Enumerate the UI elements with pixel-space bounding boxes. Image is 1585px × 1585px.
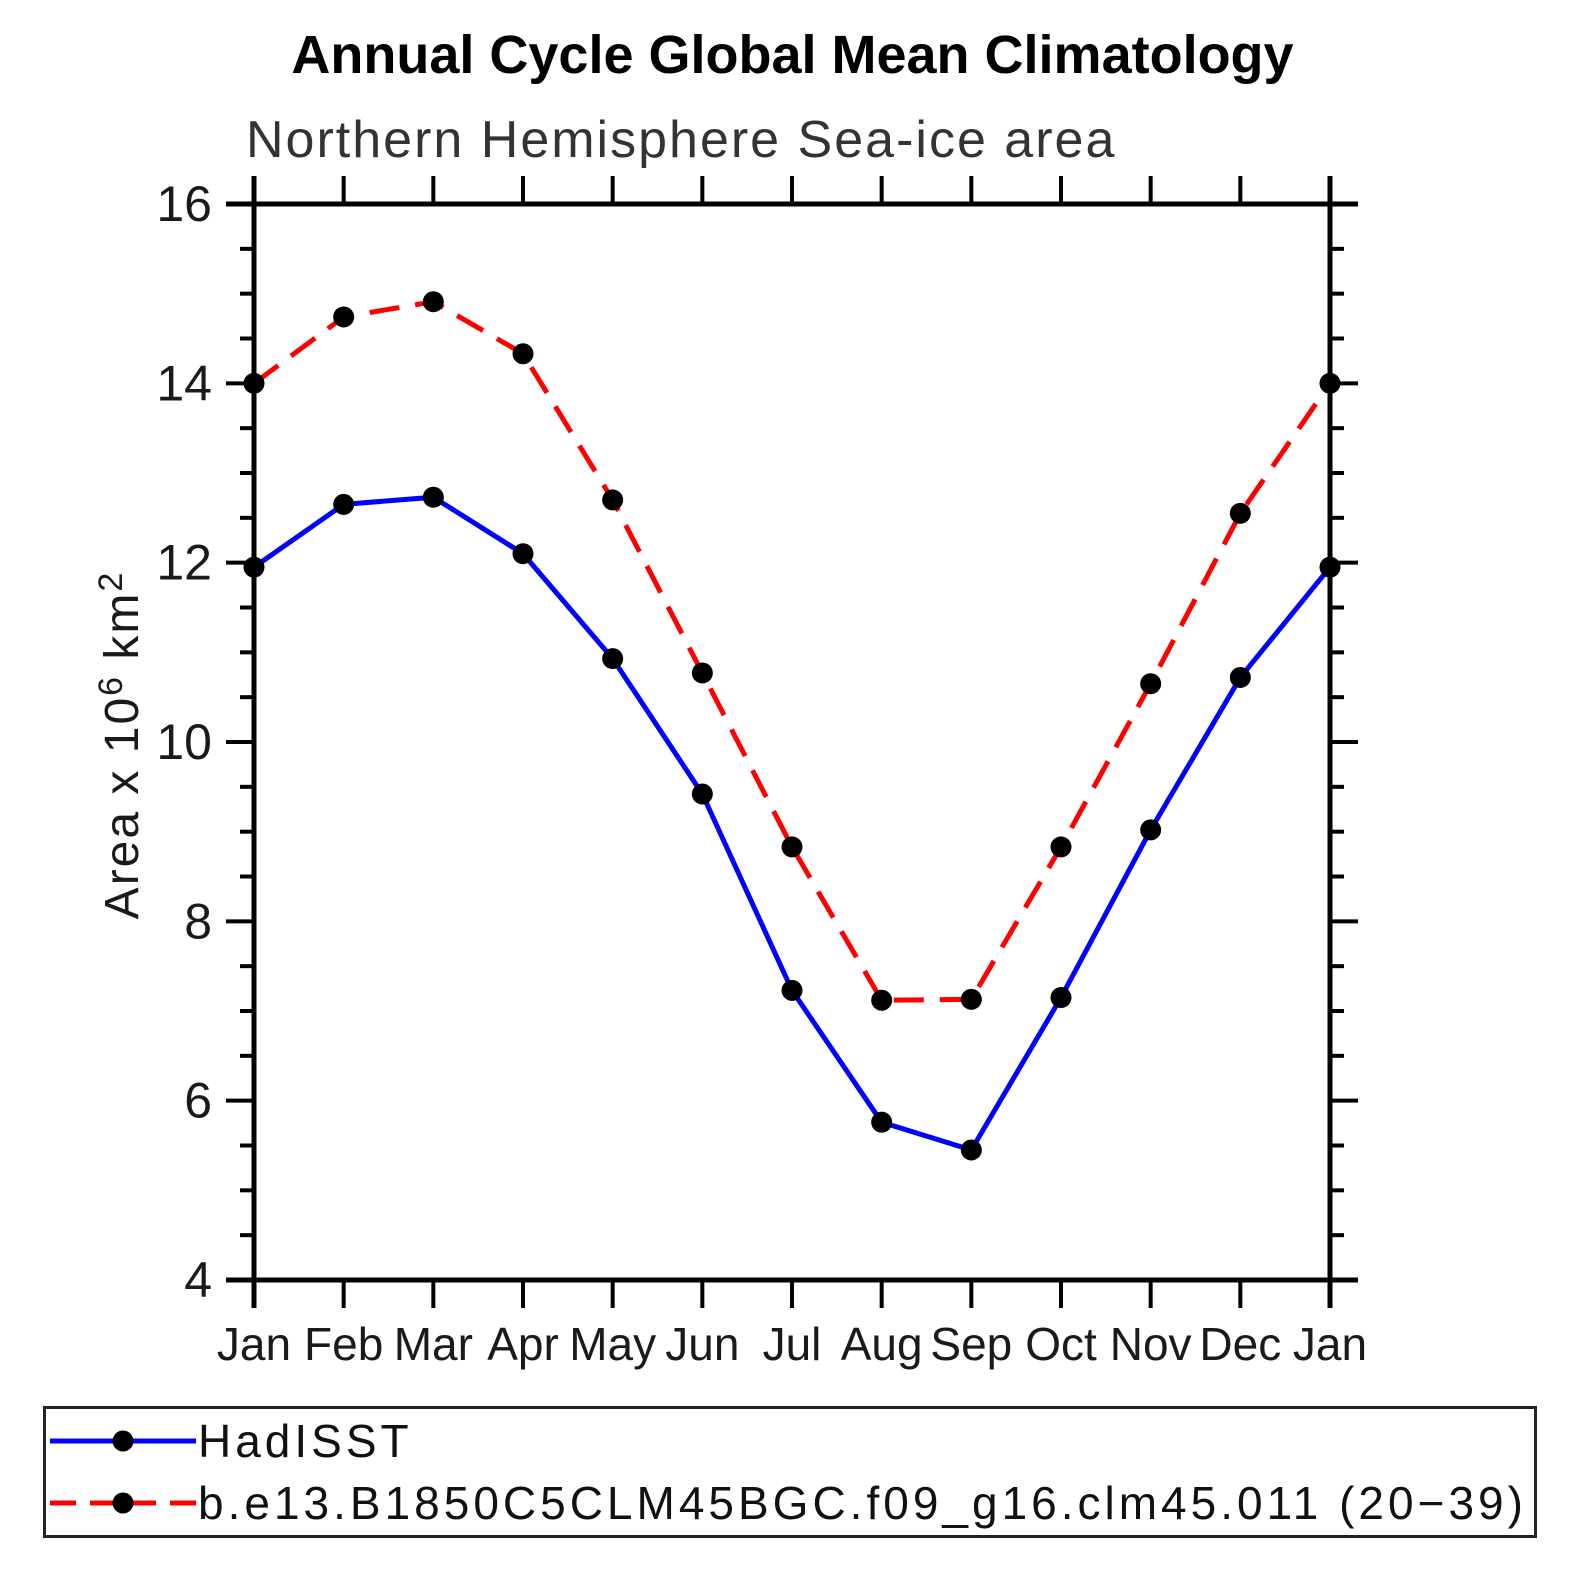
x-tick-label: Feb <box>304 1318 383 1370</box>
data-point-marker-0 <box>781 979 803 1001</box>
x-tick-label: Apr <box>487 1318 559 1370</box>
y-tick-label: 8 <box>184 893 212 949</box>
data-point-marker-1 <box>243 372 265 394</box>
chart-subtitle: Northern Hemisphere Sea-ice area <box>246 111 1117 169</box>
legend-line-sample-solid <box>50 1430 196 1452</box>
data-point-marker-0 <box>1140 819 1162 841</box>
data-point-marker-0 <box>1319 556 1341 578</box>
data-point-marker-1 <box>1229 502 1251 524</box>
data-point-marker-0 <box>691 783 713 805</box>
data-point-marker-0 <box>602 648 624 670</box>
series-line-0 <box>252 494 1332 1153</box>
data-point-marker-1 <box>781 836 803 858</box>
x-tick-label: Jul <box>763 1318 822 1370</box>
y-tick-label: 14 <box>156 355 212 411</box>
x-tick-label: Aug <box>841 1318 923 1370</box>
data-point-marker-0 <box>960 1139 982 1161</box>
x-tick-label: Jan <box>217 1318 291 1370</box>
data-point-marker-0 <box>512 543 534 565</box>
data-point-marker-1 <box>512 343 534 365</box>
y-axis-title: Area x 106 km2 <box>92 571 149 920</box>
x-tick-label: Nov <box>1110 1318 1192 1370</box>
legend-label-hadisst: HadISST <box>198 1415 413 1467</box>
x-tick-label: Dec <box>1199 1318 1281 1370</box>
data-point-marker-1 <box>691 662 713 684</box>
legend-box: HadISST b.e13.B1850C5CLM45BGC.f09_g16.cl… <box>43 1406 1537 1538</box>
x-tick-label: Sep <box>930 1318 1012 1370</box>
x-tick-label: Mar <box>394 1318 473 1370</box>
x-tick-label: Oct <box>1025 1318 1097 1370</box>
data-point-marker-0 <box>1050 987 1072 1009</box>
data-point-marker-0 <box>422 486 444 508</box>
page-title: Annual Cycle Global Mean Climatology <box>291 25 1294 85</box>
legend-marker-0 <box>112 1430 134 1452</box>
x-tick-label: May <box>569 1318 656 1370</box>
data-point-marker-0 <box>243 556 265 578</box>
legend-label-model: b.e13.B1850C5CLM45BGC.f09_g16.clm45.011 … <box>198 1477 1527 1529</box>
data-point-marker-0 <box>333 493 355 515</box>
series-line-1 <box>252 299 1333 1003</box>
y-tick-label: 12 <box>156 535 212 591</box>
data-point-marker-1 <box>1319 372 1341 394</box>
y-tick-label: 4 <box>184 1252 212 1308</box>
y-tick-label: 10 <box>156 714 212 770</box>
legend-entry-hadisst: HadISST <box>48 1415 413 1467</box>
x-tick-label: Jun <box>665 1318 739 1370</box>
data-point-marker-0 <box>871 1111 893 1133</box>
y-tick-label: 6 <box>184 1073 212 1129</box>
data-point-marker-1 <box>333 306 355 328</box>
data-point-marker-1 <box>602 489 624 511</box>
data-point-marker-1 <box>960 988 982 1010</box>
legend-entry-model: b.e13.B1850C5CLM45BGC.f09_g16.clm45.011 … <box>48 1477 1527 1529</box>
data-point-marker-1 <box>1140 673 1162 695</box>
data-point-marker-1 <box>871 989 893 1011</box>
y-tick-label: 16 <box>156 176 212 232</box>
legend-marker-1 <box>112 1492 134 1514</box>
data-point-marker-0 <box>1229 666 1251 688</box>
data-point-marker-1 <box>1050 836 1072 858</box>
legend-line-sample-dashed <box>50 1492 196 1514</box>
data-point-marker-1 <box>422 291 444 313</box>
x-tick-label: Jan <box>1293 1318 1367 1370</box>
